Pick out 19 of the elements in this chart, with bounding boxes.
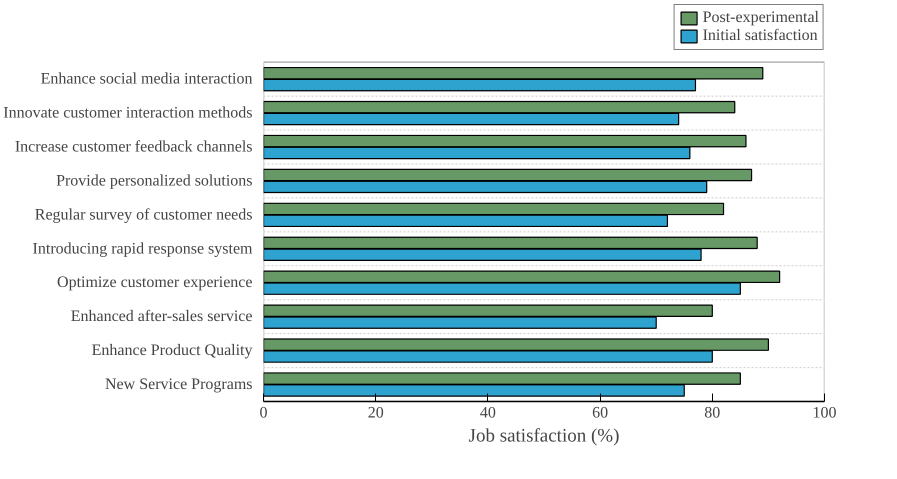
x-tick-label: 0	[260, 404, 268, 422]
y-tick-label: Regular survey of customer needs	[34, 206, 253, 224]
y-tick-label: Introducing rapid response system	[32, 240, 254, 258]
legend-label: Initial satisfaction	[702, 27, 818, 45]
legend-label: Post-experimental	[702, 9, 819, 27]
y-tick-label: Innovate customer interaction methods	[3, 104, 253, 122]
y-tick-label: Enhanced after-sales service	[70, 308, 252, 326]
y-tick-label: Provide personalized solutions	[56, 172, 253, 190]
y-tick-label: Increase customer feedback channels	[14, 138, 253, 156]
y-tick-label: Optimize customer experience	[57, 274, 252, 292]
x-tick-label: 100	[812, 404, 836, 422]
x-tick-label: 20	[368, 404, 384, 422]
x-tick-label: 60	[592, 404, 608, 422]
x-axis-title: Job satisfaction (%)	[468, 426, 620, 446]
y-tick-label: Enhance Product Quality	[92, 342, 252, 360]
x-tick-label: 40	[480, 404, 496, 422]
x-tick-label: 80	[704, 404, 720, 422]
y-tick-label: Enhance social media interaction	[40, 70, 252, 88]
y-tick-label: New Service Programs	[104, 376, 252, 394]
